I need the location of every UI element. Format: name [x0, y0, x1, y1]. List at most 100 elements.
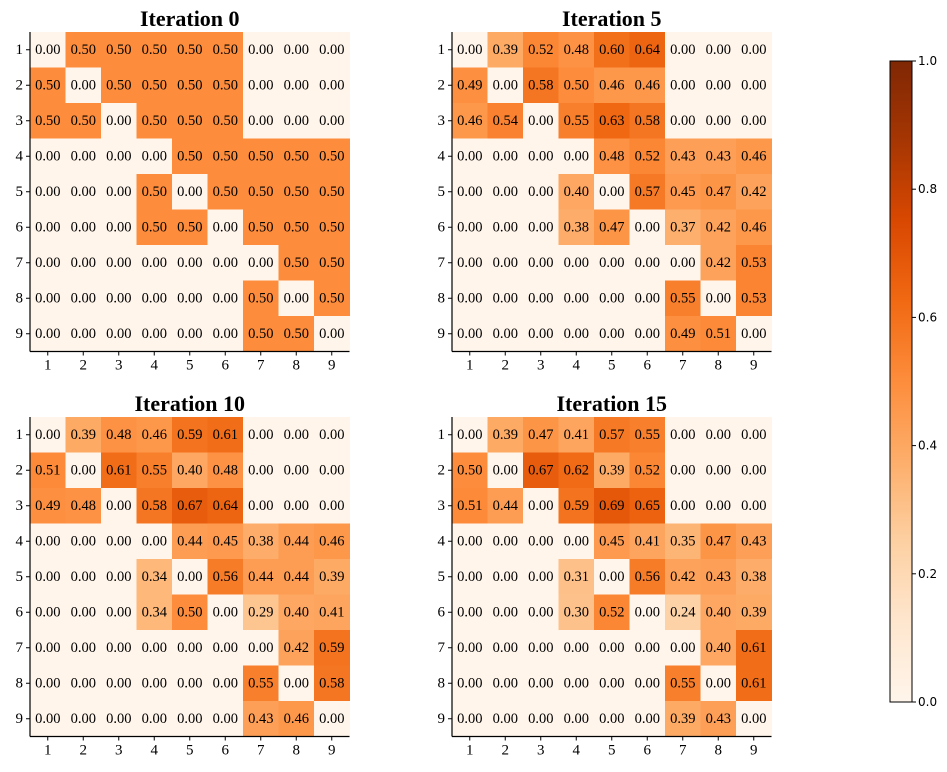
heatmap-cell [558, 174, 595, 210]
cell-label: 0.00 [106, 604, 131, 620]
cell-label: 0.46 [599, 77, 624, 93]
heatmap-cell [314, 103, 350, 139]
cell-label: 0.00 [528, 326, 553, 342]
heatmap-cell [736, 67, 772, 104]
cell-label: 0.55 [142, 462, 167, 478]
cell-label: 0.00 [35, 675, 60, 691]
cell-label: 0.44 [493, 498, 519, 514]
cell-label: 0.00 [213, 711, 238, 727]
heatmap-cell [665, 67, 701, 104]
heatmap-cell [736, 594, 772, 631]
cell-label: 0.00 [35, 148, 60, 164]
heatmap-cell [136, 594, 173, 631]
cell-label: 0.44 [284, 533, 310, 549]
cell-label: 0.59 [564, 498, 589, 514]
cell-label: 0.00 [71, 462, 96, 478]
heatmap-cell [594, 417, 630, 453]
heatmap-cell [487, 417, 524, 453]
cell-label: 0.42 [284, 640, 309, 656]
cell-label: 0.00 [564, 290, 589, 306]
heatmap-cell [172, 174, 208, 210]
cell-label: 0.39 [71, 427, 96, 443]
heatmap-cell [207, 209, 244, 246]
cell-label: 0.00 [106, 326, 131, 342]
heatmap-cell [452, 32, 488, 68]
cell-label: 0.00 [319, 326, 344, 342]
colorbar: 0.0 0.2 0.4 0.6 0.8 1.0 [889, 54, 937, 709]
heatmap-cell [207, 280, 244, 317]
x-tick-label: 5 [608, 358, 616, 374]
heatmap-cell [487, 67, 524, 104]
heatmap-cell [452, 67, 488, 104]
heatmap-cell [30, 245, 66, 281]
cell-label: 0.50 [177, 219, 202, 235]
cell-label: 0.46 [741, 219, 766, 235]
cell-label: 0.55 [564, 113, 589, 129]
heatmap-cell [594, 316, 630, 352]
heatmap-cell [452, 559, 488, 595]
cell-label: 0.00 [528, 219, 553, 235]
y-tick-label: 1 [16, 427, 24, 443]
cell-label: 0.00 [213, 640, 238, 656]
cell-label: 0.50 [248, 290, 273, 306]
cell-label: 0.61 [213, 427, 238, 443]
heatmap-cell [700, 209, 737, 246]
cell-label: 0.00 [284, 290, 309, 306]
heatmap-cell [452, 594, 488, 631]
heatmap-cell [136, 488, 173, 524]
heatmap-cell [523, 138, 559, 175]
heatmap-cell [523, 452, 559, 489]
colorbar-tick-label: 0.2 [918, 567, 937, 581]
cell-label: 0.00 [319, 498, 344, 514]
cell-label: 0.00 [284, 675, 309, 691]
cell-label: 0.00 [706, 498, 731, 514]
cell-label: 0.24 [670, 604, 696, 620]
cell-label: 0.47 [528, 427, 553, 443]
heatmap-cell [523, 280, 559, 317]
heatmap-cell [700, 417, 737, 453]
cell-label: 0.00 [457, 255, 482, 271]
cell-label: 0.00 [457, 148, 482, 164]
cell-label: 0.00 [71, 77, 96, 93]
cell-label: 0.57 [635, 184, 660, 200]
heatmap-cell [629, 701, 666, 737]
heatmap-cell [700, 103, 737, 139]
heatmap-cell [278, 701, 315, 737]
heatmap-cell [736, 452, 772, 489]
cell-label: 0.30 [564, 604, 589, 620]
cell-label: 0.58 [319, 675, 344, 691]
heatmap-cell [523, 665, 559, 702]
heatmap-cell [136, 316, 173, 352]
heatmap-cell [136, 209, 173, 246]
heatmap-cell [736, 630, 772, 666]
cell-label: 0.00 [493, 675, 518, 691]
cell-label: 0.42 [741, 184, 766, 200]
heatmap-cell [452, 209, 488, 246]
heatmap-cell [278, 32, 315, 68]
x-tick-label: 7 [257, 743, 265, 759]
cell-label: 0.43 [248, 711, 273, 727]
cell-label: 0.00 [457, 569, 482, 585]
heatmap-cell [278, 138, 315, 175]
x-tick-label: 7 [679, 358, 687, 374]
cell-label: 0.00 [213, 255, 238, 271]
cell-label: 0.00 [599, 184, 624, 200]
heatmap-cell [629, 452, 666, 489]
y-tick-label: 6 [16, 604, 24, 620]
cell-label: 0.00 [35, 184, 60, 200]
cell-label: 0.00 [457, 42, 482, 58]
panel-title: Iteration 15 [556, 391, 667, 416]
heatmap-cell [736, 209, 772, 246]
y-tick-label: 5 [16, 184, 24, 200]
cell-label: 0.00 [142, 640, 167, 656]
x-tick-label: 7 [679, 743, 687, 759]
cell-label: 0.00 [71, 675, 96, 691]
cell-label: 0.61 [741, 640, 766, 656]
cell-label: 0.00 [35, 569, 60, 585]
cell-label: 0.47 [599, 219, 624, 235]
cell-label: 0.00 [71, 604, 96, 620]
heatmap-cell [314, 488, 350, 524]
cell-label: 0.38 [741, 569, 766, 585]
heatmap-cell [665, 665, 701, 702]
cell-label: 0.00 [706, 77, 731, 93]
